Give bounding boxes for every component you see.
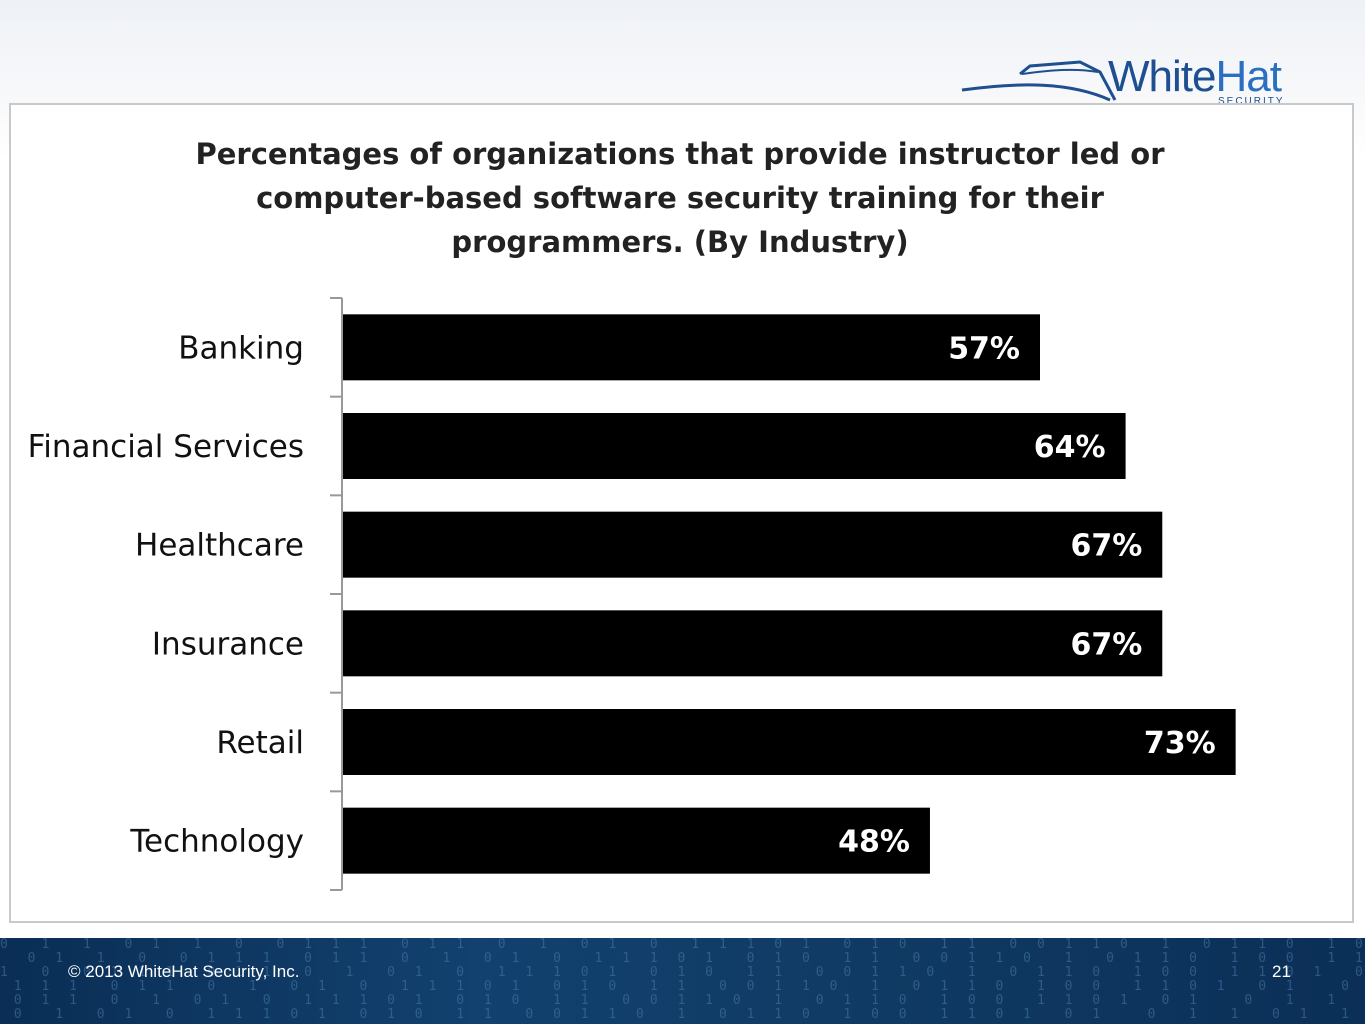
value-label: 67%: [1070, 627, 1142, 662]
value-label: 57%: [948, 331, 1020, 366]
value-label: 48%: [838, 825, 910, 860]
logo-text-hat: Hat: [1215, 52, 1281, 101]
bar-retail: [343, 709, 1236, 775]
bar-chart: Banking 57% Financial Services 64% Healthcar…: [28, 297, 1236, 891]
category-label: Healthcare: [135, 528, 304, 564]
whitehat-logo-swoosh: [961, 60, 1117, 102]
logo-text-white: White: [1108, 52, 1216, 101]
category-label: Retail: [216, 725, 304, 761]
copyright-text: © 2013 WhiteHat Security, Inc.: [68, 962, 300, 981]
category-label: Technology: [129, 824, 304, 860]
value-label: 64%: [1034, 430, 1106, 465]
whitehat-logo-text: WhiteHat: [1108, 52, 1282, 102]
chart-title-line-1: Percentages of organizations that provid…: [195, 137, 1165, 171]
bar-healthcare: [343, 511, 1163, 578]
category-label: Banking: [178, 330, 304, 366]
chart-title: Percentages of organizations that provid…: [170, 132, 1190, 264]
bar-financial-services: [343, 413, 1126, 479]
bar-insurance: [343, 610, 1163, 677]
category-label: Insurance: [152, 626, 304, 662]
footer-band: 0 1 1 0 1 1 0 0 1 1 1 0 1 1 0 1 0 1 0 1 …: [0, 938, 1365, 1024]
page-number: 21: [1272, 962, 1291, 981]
chart-title-line-2: computer-based software security trainin…: [256, 181, 1104, 215]
value-label: 67%: [1070, 529, 1142, 564]
logo-tagline: SECURITY: [1218, 96, 1285, 107]
value-label: 73%: [1144, 726, 1216, 761]
chart-title-line-3: programmers. (By Industry): [451, 225, 909, 259]
bar-banking: [343, 314, 1040, 381]
bar-technology: [343, 807, 930, 874]
category-label: Financial Services: [28, 429, 304, 465]
binary-background-pattern: 0 1 1 0 1 1 0 0 1 1 1 0 1 1 0 1 0 1 0 1 …: [0, 938, 1365, 1022]
